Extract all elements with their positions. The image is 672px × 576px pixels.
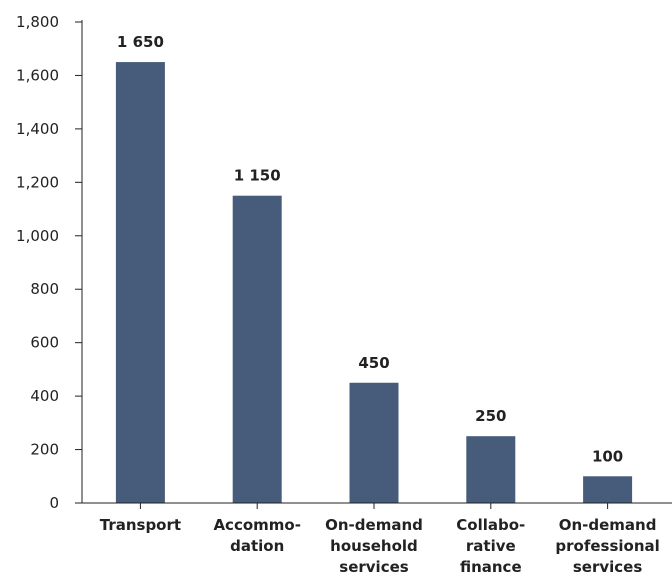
bar	[116, 62, 165, 503]
x-axis: Transport Accommo-dation On-demand househol…	[82, 503, 672, 576]
bar	[583, 476, 632, 503]
y-tick-label: 1,600	[16, 66, 59, 84]
bar	[350, 383, 399, 503]
y-tick-label: 1,000	[16, 227, 59, 245]
x-tick-label: Transport	[100, 516, 181, 534]
bar-value-label: 100	[592, 447, 623, 465]
y-tick-label: 1,800	[16, 13, 59, 31]
x-tick-label: professional	[555, 537, 659, 555]
x-tick-label: finance	[460, 558, 522, 576]
y-axis: 0 200 400 600 800 1,000 1,200 1,400 1,600 1,800	[16, 13, 82, 512]
y-tick-label: 1,200	[16, 173, 59, 191]
x-tick-label: Accommo-	[213, 516, 301, 534]
x-tick-label: household	[330, 537, 418, 555]
x-tick-label: rative	[466, 537, 516, 555]
bar	[233, 196, 282, 503]
bar-value-label: 1 150	[234, 167, 281, 185]
y-tick-label: 600	[30, 334, 59, 352]
x-tick-label: On-demand	[325, 516, 423, 534]
x-tick-label: On-demand	[559, 516, 657, 534]
y-tick-label: 1,400	[16, 120, 59, 138]
x-tick-label: dation	[230, 537, 284, 555]
bar-value-label: 450	[358, 354, 389, 372]
x-tick-label: services	[573, 558, 642, 576]
x-tick-label: Collabo-	[456, 516, 525, 534]
bars	[116, 62, 632, 503]
y-tick-label: 0	[49, 494, 59, 512]
y-tick-label: 200	[30, 441, 59, 459]
y-tick-label: 800	[30, 280, 59, 298]
bar-value-label: 250	[475, 407, 506, 425]
y-tick-label: 400	[30, 387, 59, 405]
bar-value-label: 1 650	[117, 33, 164, 51]
x-tick-label: services	[339, 558, 408, 576]
bar	[466, 436, 515, 503]
